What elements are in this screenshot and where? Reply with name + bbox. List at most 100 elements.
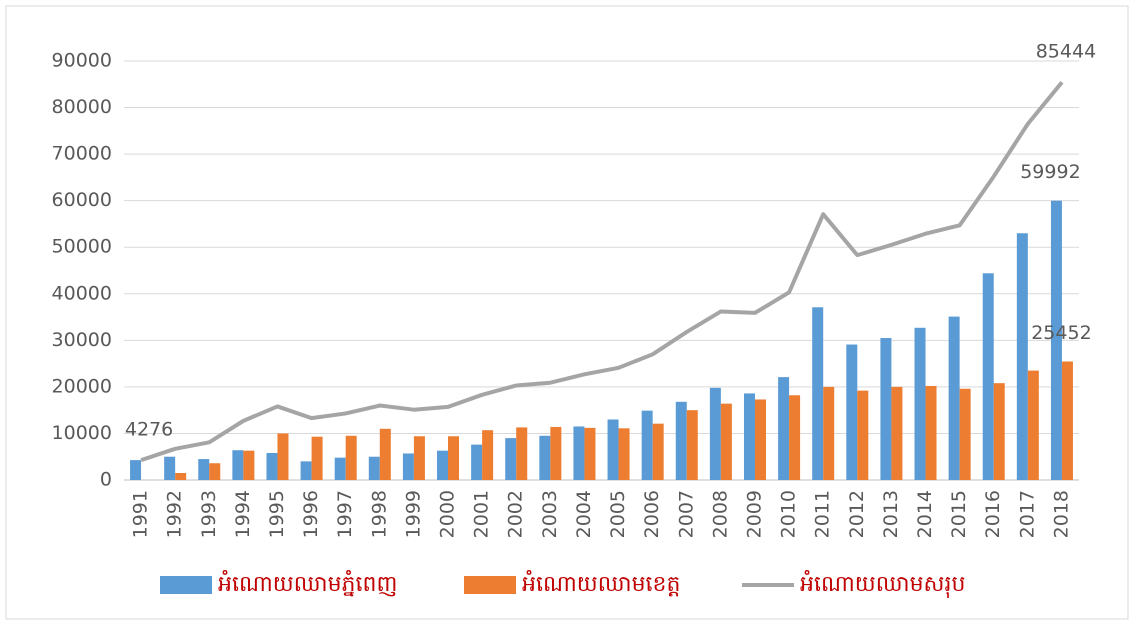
y-tick-label: 90000 — [52, 50, 112, 72]
chart-frame — [5, 5, 1129, 620]
bar — [505, 438, 517, 480]
x-tick-label: 2013 — [880, 490, 902, 538]
x-tick-label: 2014 — [914, 490, 936, 538]
bar — [778, 377, 790, 480]
bar — [448, 436, 460, 480]
legend-label: អំណោយឈាមសរុប — [800, 570, 965, 598]
x-tick-label: 2002 — [505, 490, 527, 538]
x-tick-label: 1998 — [368, 490, 390, 538]
bar — [516, 427, 528, 480]
x-tick-label: 2001 — [471, 490, 493, 538]
bar — [334, 457, 346, 480]
legend-label: អំណោយឈាមខេត្ត — [522, 570, 680, 597]
bar — [345, 435, 357, 480]
x-tick-label: 1997 — [334, 490, 356, 538]
y-tick-label: 30000 — [52, 329, 112, 351]
bar — [720, 403, 732, 480]
bar — [232, 450, 244, 480]
bar — [891, 386, 903, 480]
bar — [243, 450, 255, 480]
bar — [754, 399, 766, 480]
y-tick-label: 10000 — [52, 422, 112, 444]
x-tick-label: 1994 — [232, 490, 254, 538]
bar — [539, 435, 551, 480]
x-tick-label: 2017 — [1016, 490, 1038, 538]
data-label: 85444 — [1036, 41, 1096, 63]
bar — [652, 423, 664, 480]
x-tick-label: 2005 — [607, 490, 629, 538]
bar — [914, 327, 926, 480]
x-tick-label: 1999 — [402, 490, 424, 538]
data-label: 25452 — [1031, 322, 1091, 344]
x-tick-label: 2018 — [1050, 490, 1072, 538]
bar — [846, 344, 858, 480]
bar — [130, 460, 142, 480]
y-tick-label: 70000 — [52, 143, 112, 165]
bar — [675, 401, 687, 480]
legend-label: អំណោយឈាមភ្នំពេញ — [218, 570, 397, 597]
x-tick-label: 2012 — [846, 490, 868, 538]
x-tick-label: 2004 — [573, 490, 595, 538]
y-tick-label: 50000 — [52, 236, 112, 258]
y-tick-label: 60000 — [52, 189, 112, 211]
bar — [300, 461, 312, 480]
x-tick-label: 1995 — [266, 490, 288, 538]
bar — [311, 436, 323, 480]
bar — [164, 456, 176, 480]
bar — [686, 410, 698, 480]
bar — [277, 433, 289, 480]
bar — [198, 459, 210, 480]
legend-swatch — [464, 576, 516, 594]
x-tick-label: 1991 — [130, 490, 152, 538]
bar — [1050, 200, 1062, 480]
legend-swatch — [160, 576, 212, 594]
bar — [379, 428, 391, 480]
bar — [880, 338, 892, 480]
bar — [471, 444, 483, 480]
bar — [209, 463, 221, 480]
bar — [959, 388, 971, 480]
x-tick-label: 2016 — [982, 490, 1004, 538]
data-label: 4276 — [125, 419, 173, 441]
bar — [641, 410, 653, 480]
x-tick-label: 1996 — [300, 490, 322, 538]
x-tick-label: 2007 — [675, 490, 697, 538]
bar — [266, 452, 278, 480]
bar — [1061, 361, 1073, 480]
bar — [437, 450, 449, 480]
x-tick-label: 2010 — [778, 490, 800, 538]
bar — [1016, 233, 1028, 480]
x-tick-label: 2000 — [437, 490, 459, 538]
bar — [857, 390, 869, 480]
x-tick-label: 2015 — [948, 490, 970, 538]
bar — [709, 387, 721, 480]
bar — [993, 383, 1005, 480]
bar — [618, 428, 630, 480]
bar — [789, 395, 801, 480]
y-tick-label: 40000 — [52, 282, 112, 304]
bar — [368, 456, 380, 480]
bar — [402, 453, 414, 480]
x-tick-label: 2009 — [743, 490, 765, 538]
bar — [1027, 370, 1039, 480]
bar — [812, 307, 824, 480]
bar — [607, 419, 619, 480]
bar — [948, 316, 960, 480]
x-tick-label: 2006 — [641, 490, 663, 538]
bar — [550, 426, 562, 480]
bar — [925, 385, 937, 480]
data-label: 59992 — [1020, 161, 1080, 183]
x-tick-label: 1993 — [198, 490, 220, 538]
bar — [584, 427, 596, 480]
bar — [175, 473, 187, 480]
bar — [743, 393, 755, 480]
bar — [573, 426, 585, 480]
bar — [413, 436, 425, 480]
line — [140, 80, 1064, 462]
y-tick-label: 0 — [100, 469, 112, 491]
y-tick-label: 80000 — [52, 96, 112, 118]
x-tick-label: 2003 — [539, 490, 561, 538]
bar — [823, 386, 835, 480]
x-tick-label: 2008 — [709, 490, 731, 538]
